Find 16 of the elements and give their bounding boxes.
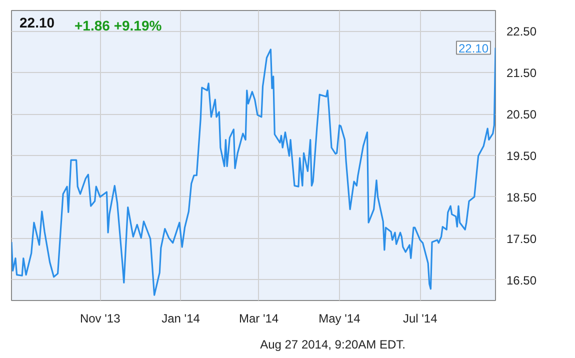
- x-tick-label: Jan '14: [162, 312, 200, 326]
- y-tick-label: 17.50: [506, 232, 537, 246]
- y-tick-label: 20.50: [506, 108, 537, 122]
- chart-title: 22.10: [20, 14, 55, 30]
- y-tick-label: 18.50: [506, 190, 537, 204]
- y-tick-label: 19.50: [506, 149, 537, 163]
- annotation: 22.10: [458, 41, 489, 56]
- y-tick-label: 21.50: [506, 66, 537, 80]
- y-tick-label: 22.50: [506, 24, 537, 39]
- text: Aug 27 2014, 9:20AM EDT.: [260, 338, 406, 352]
- y-tick-label: 16.50: [506, 273, 537, 288]
- x-tick-label: Nov '13: [80, 312, 121, 326]
- x-tick-label: Jul '14: [402, 312, 438, 326]
- x-tick-label: Mar '14: [238, 312, 279, 326]
- x-tick-label: May '14: [318, 312, 361, 326]
- text: +1.86 +9.19%: [74, 18, 162, 34]
